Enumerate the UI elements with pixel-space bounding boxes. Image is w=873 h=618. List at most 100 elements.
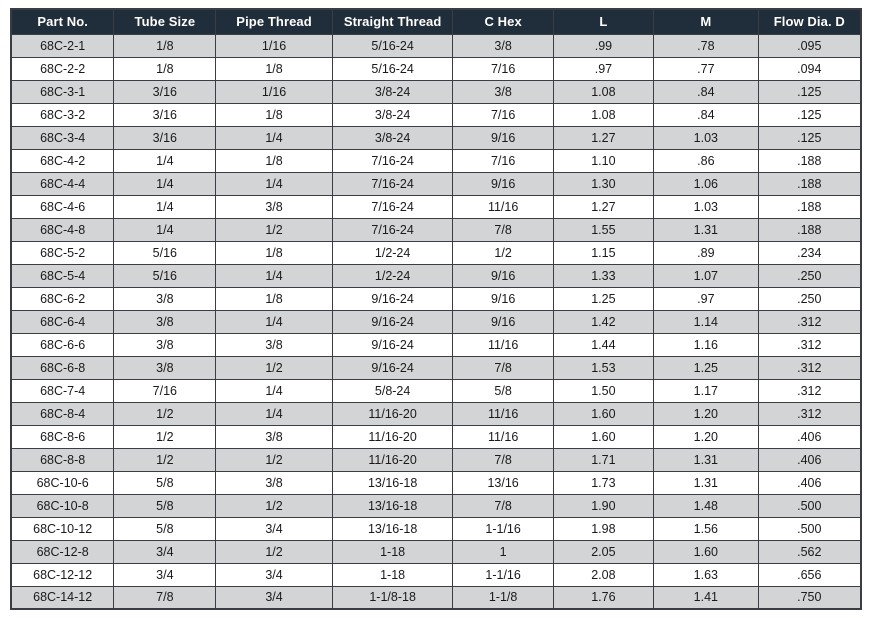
cell-flow-dia-d: .312 <box>757 401 862 426</box>
cell-pipe-thread: 1/2 <box>215 447 333 472</box>
cell-c-hex: 9/16 <box>452 309 554 334</box>
cell-straight-thread: 3/8-24 <box>331 102 454 127</box>
cell-tube-size: 3/16 <box>113 125 217 150</box>
cell-straight-thread: 3/8-24 <box>331 79 454 104</box>
cell-straight-thread: 1-1/8-18 <box>331 585 454 610</box>
cell-straight-thread: 5/8-24 <box>331 378 454 403</box>
cell-part-no: 68C-2-1 <box>10 33 115 58</box>
cell-l: 1.90 <box>552 493 655 518</box>
cell-tube-size: 1/4 <box>113 148 217 173</box>
cell-c-hex: 11/16 <box>452 424 554 449</box>
cell-part-no: 68C-8-4 <box>10 401 115 426</box>
cell-pipe-thread: 1/2 <box>215 355 333 380</box>
cell-c-hex: 7/16 <box>452 148 554 173</box>
cell-c-hex: 1-1/16 <box>452 516 554 541</box>
cell-m: 1.60 <box>653 539 759 564</box>
cell-flow-dia-d: .312 <box>757 378 862 403</box>
table-row: 68C-8-4 1/2 1/4 11/16-20 11/16 1.60 1.20.312 <box>10 401 862 426</box>
cell-straight-thread: 9/16-24 <box>331 286 454 311</box>
cell-flow-dia-d: .125 <box>757 102 862 127</box>
cell-l: 1.15 <box>552 240 655 265</box>
cell-flow-dia-d: .500 <box>757 516 862 541</box>
fitting-spec-table: Part No. Tube Size Pipe Thread Straight Thr… <box>10 8 862 610</box>
cell-part-no: 68C-6-6 <box>10 332 115 357</box>
table-row: 68C-3-2 3/16 1/8 3/8-24 7/16 1.08.84.125 <box>10 102 862 127</box>
cell-m: 1.16 <box>653 332 759 357</box>
cell-flow-dia-d: .250 <box>757 263 862 288</box>
cell-pipe-thread: 1/8 <box>215 240 333 265</box>
cell-c-hex: 1/2 <box>452 240 554 265</box>
cell-l: 1.27 <box>552 125 655 150</box>
cell-flow-dia-d: .188 <box>757 171 862 196</box>
cell-tube-size: 3/8 <box>113 355 217 380</box>
table-row: 68C-6-2 3/8 1/8 9/16-24 9/16 1.25.97.250 <box>10 286 862 311</box>
cell-tube-size: 5/8 <box>113 493 217 518</box>
cell-part-no: 68C-4-4 <box>10 171 115 196</box>
cell-pipe-thread: 1/2 <box>215 539 333 564</box>
cell-tube-size: 5/8 <box>113 470 217 495</box>
cell-m: 1.20 <box>653 401 759 426</box>
cell-part-no: 68C-10-12 <box>10 516 115 541</box>
table-row: 68C-3-1 3/16 1/16 3/8-24 3/8 1.08.84.125 <box>10 79 862 104</box>
cell-tube-size: 1/4 <box>113 171 217 196</box>
cell-part-no: 68C-8-8 <box>10 447 115 472</box>
cell-pipe-thread: 1/4 <box>215 171 333 196</box>
table-body: 68C-2-1 1/8 1/16 5/16-24 3/8.99.78.095 68C-2-… <box>10 33 862 610</box>
cell-l: 1.55 <box>552 217 655 242</box>
cell-l: 1.27 <box>552 194 655 219</box>
cell-pipe-thread: 1/2 <box>215 493 333 518</box>
cell-part-no: 68C-3-1 <box>10 79 115 104</box>
cell-m: 1.03 <box>653 125 759 150</box>
cell-m: 1.48 <box>653 493 759 518</box>
cell-l: 1.08 <box>552 79 655 104</box>
cell-tube-size: 3/16 <box>113 102 217 127</box>
cell-straight-thread: 7/16-24 <box>331 171 454 196</box>
cell-m: 1.31 <box>653 217 759 242</box>
cell-l: 1.44 <box>552 332 655 357</box>
cell-l: 1.73 <box>552 470 655 495</box>
cell-pipe-thread: 3/8 <box>215 194 333 219</box>
cell-straight-thread: 5/16-24 <box>331 33 454 58</box>
cell-m: 1.06 <box>653 171 759 196</box>
header-row: Part No. Tube Size Pipe Thread Straight Thr… <box>10 8 862 35</box>
cell-flow-dia-d: .312 <box>757 332 862 357</box>
cell-m: 1.03 <box>653 194 759 219</box>
cell-l: 1.60 <box>552 401 655 426</box>
cell-straight-thread: 1-18 <box>331 539 454 564</box>
cell-part-no: 68C-4-6 <box>10 194 115 219</box>
cell-c-hex: 11/16 <box>452 332 554 357</box>
cell-tube-size: 3/8 <box>113 332 217 357</box>
cell-part-no: 68C-10-6 <box>10 470 115 495</box>
cell-l: 1.30 <box>552 171 655 196</box>
cell-pipe-thread: 1/16 <box>215 33 333 58</box>
cell-straight-thread: 1/2-24 <box>331 263 454 288</box>
cell-tube-size: 3/8 <box>113 286 217 311</box>
table-row: 68C-8-8 1/2 1/2 11/16-20 7/8 1.71 1.31.406 <box>10 447 862 472</box>
cell-m: .97 <box>653 286 759 311</box>
cell-l: .99 <box>552 33 655 58</box>
cell-part-no: 68C-14-12 <box>10 585 115 610</box>
table-row: 68C-2-1 1/8 1/16 5/16-24 3/8.99.78.095 <box>10 33 862 58</box>
cell-c-hex: 1-1/8 <box>452 585 554 610</box>
cell-part-no: 68C-7-4 <box>10 378 115 403</box>
column-header-tube-size: Tube Size <box>113 8 217 35</box>
cell-c-hex: 11/16 <box>452 401 554 426</box>
table-row: 68C-14-12 7/8 3/4 1-1/8-18 1-1/8 1.76 1.41.750 <box>10 585 862 610</box>
cell-flow-dia-d: .095 <box>757 33 862 58</box>
cell-c-hex: 9/16 <box>452 125 554 150</box>
cell-flow-dia-d: .500 <box>757 493 862 518</box>
cell-part-no: 68C-12-12 <box>10 562 115 587</box>
cell-flow-dia-d: .188 <box>757 217 862 242</box>
cell-pipe-thread: 3/8 <box>215 424 333 449</box>
cell-part-no: 68C-3-2 <box>10 102 115 127</box>
cell-tube-size: 3/8 <box>113 309 217 334</box>
cell-straight-thread: 1/2-24 <box>331 240 454 265</box>
cell-tube-size: 1/4 <box>113 194 217 219</box>
table-row: 68C-2-2 1/8 1/8 5/16-24 7/16.97.77.094 <box>10 56 862 81</box>
cell-flow-dia-d: .312 <box>757 309 862 334</box>
cell-c-hex: 1-1/16 <box>452 562 554 587</box>
table-row: 68C-4-8 1/4 1/2 7/16-24 7/8 1.55 1.31.188 <box>10 217 862 242</box>
cell-straight-thread: 9/16-24 <box>331 355 454 380</box>
cell-tube-size: 3/4 <box>113 539 217 564</box>
cell-flow-dia-d: .750 <box>757 585 862 610</box>
